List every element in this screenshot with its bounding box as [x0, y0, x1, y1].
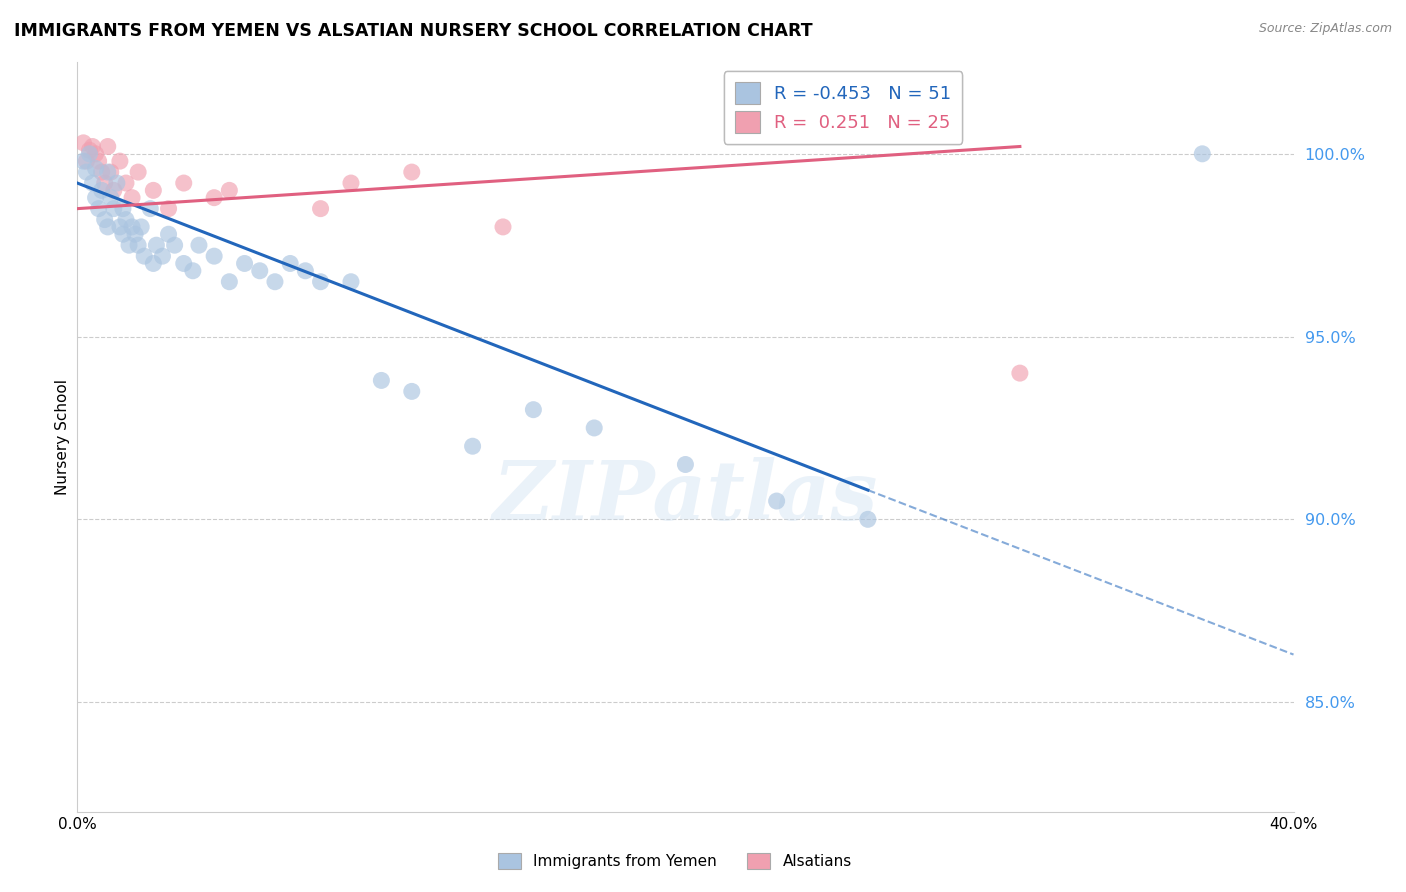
Point	[142, 183, 165, 197]
Point	[157, 202, 180, 216]
Point	[100, 191, 122, 205]
Point	[75, 154, 97, 169]
Point	[127, 238, 149, 252]
Point	[461, 439, 484, 453]
Text: ZIPatlas: ZIPatlas	[492, 457, 879, 537]
Point	[294, 264, 316, 278]
Point	[72, 154, 94, 169]
Text: Source: ZipAtlas.com: Source: ZipAtlas.com	[1258, 22, 1392, 36]
Point	[127, 165, 149, 179]
Point	[87, 154, 110, 169]
Point	[370, 373, 392, 387]
Point	[202, 249, 225, 263]
Point	[111, 227, 134, 242]
Point	[84, 146, 107, 161]
Point	[93, 176, 115, 190]
Point	[202, 191, 225, 205]
Point	[278, 256, 301, 270]
Point	[1008, 366, 1031, 380]
Point	[522, 402, 544, 417]
Point	[75, 165, 97, 179]
Point	[115, 212, 138, 227]
Point	[84, 191, 107, 205]
Point	[90, 183, 112, 197]
Point	[121, 219, 143, 234]
Point	[340, 275, 363, 289]
Point	[218, 183, 240, 197]
Point	[492, 219, 515, 234]
Point	[675, 458, 697, 472]
Point	[118, 238, 141, 252]
Point	[84, 161, 107, 176]
Point	[103, 202, 125, 216]
Point	[181, 264, 204, 278]
Legend: Immigrants from Yemen, Alsatians: Immigrants from Yemen, Alsatians	[492, 847, 858, 875]
Point	[105, 176, 128, 190]
Point	[264, 275, 287, 289]
Point	[173, 256, 195, 270]
Point	[583, 421, 606, 435]
Point	[100, 165, 122, 179]
Point	[340, 176, 363, 190]
Point	[856, 512, 879, 526]
Point	[309, 275, 332, 289]
Point	[93, 212, 115, 227]
Point	[108, 219, 131, 234]
Point	[1191, 146, 1213, 161]
Point	[79, 143, 101, 157]
Point	[233, 256, 256, 270]
Point	[139, 202, 162, 216]
Text: IMMIGRANTS FROM YEMEN VS ALSATIAN NURSERY SCHOOL CORRELATION CHART: IMMIGRANTS FROM YEMEN VS ALSATIAN NURSER…	[14, 22, 813, 40]
Point	[129, 219, 152, 234]
Point	[309, 202, 332, 216]
Point	[115, 176, 138, 190]
Point	[97, 165, 120, 179]
Point	[765, 494, 787, 508]
Legend: R = -0.453   N = 51, R =  0.251   N = 25: R = -0.453 N = 51, R = 0.251 N = 25	[724, 71, 962, 144]
Point	[72, 136, 94, 150]
Point	[121, 191, 143, 205]
Y-axis label: Nursery School: Nursery School	[55, 379, 70, 495]
Point	[142, 256, 165, 270]
Point	[111, 202, 134, 216]
Point	[401, 165, 423, 179]
Point	[249, 264, 271, 278]
Point	[134, 249, 156, 263]
Point	[82, 139, 104, 153]
Point	[152, 249, 174, 263]
Point	[145, 238, 167, 252]
Point	[82, 176, 104, 190]
Point	[97, 219, 120, 234]
Point	[108, 154, 131, 169]
Point	[124, 227, 146, 242]
Point	[163, 238, 186, 252]
Point	[401, 384, 423, 399]
Point	[157, 227, 180, 242]
Point	[87, 202, 110, 216]
Point	[188, 238, 211, 252]
Point	[218, 275, 240, 289]
Point	[79, 146, 101, 161]
Point	[90, 165, 112, 179]
Point	[103, 183, 125, 197]
Point	[97, 139, 120, 153]
Point	[173, 176, 195, 190]
